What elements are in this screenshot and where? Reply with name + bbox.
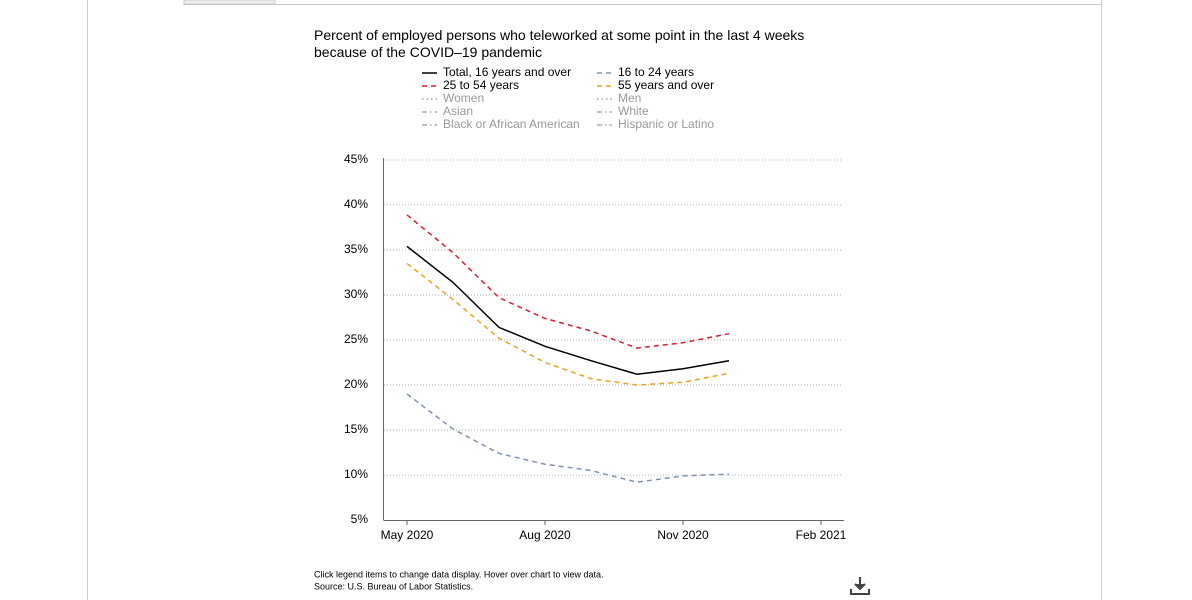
y-tick-label: 15% <box>344 422 368 436</box>
legend-label[interactable]: 25 to 54 years <box>443 78 519 92</box>
legend-label[interactable]: Black or African American <box>443 117 580 131</box>
x-tick-label: Nov 2020 <box>657 528 709 542</box>
y-tick-label: 40% <box>344 197 368 211</box>
legend-label[interactable]: Men <box>618 91 641 105</box>
legend-label[interactable]: Women <box>443 91 484 105</box>
y-tick-label: 30% <box>344 287 368 301</box>
y-tick-label: 20% <box>344 377 368 391</box>
download-icon[interactable] <box>850 577 870 595</box>
y-tick-label: 5% <box>351 512 369 526</box>
x-tick-label: Aug 2020 <box>519 528 571 542</box>
y-tick-label: 25% <box>344 332 368 346</box>
legend-label[interactable]: White <box>618 104 649 118</box>
title-line: because of the COVID–19 pandemic <box>314 44 542 60</box>
legend-label[interactable]: Asian <box>443 104 473 118</box>
chart-title: because of the COVID–19 pandemic <box>314 44 542 60</box>
chart-title: Percent of employed persons who telework… <box>314 27 804 43</box>
y-tick-label: 45% <box>344 152 368 166</box>
series-line <box>406 245 730 375</box>
x-tick-label: May 2020 <box>381 528 434 542</box>
y-tick-label: 10% <box>344 467 368 481</box>
note: Source: U.S. Bureau of Labor Statistics. <box>314 581 473 591</box>
tab[interactable] <box>183 0 276 5</box>
legend-label[interactable]: 16 to 24 years <box>618 65 694 79</box>
series-line <box>406 214 730 349</box>
series-line <box>406 393 730 483</box>
legend-label[interactable]: 55 years and over <box>618 78 714 92</box>
note: Click legend items to change data displa… <box>314 569 603 579</box>
x-tick-label: Feb 2021 <box>796 528 847 542</box>
title-line: Percent of employed persons who telework… <box>314 27 804 43</box>
y-tick-label: 35% <box>344 242 368 256</box>
legend-label[interactable]: Total, 16 years and over <box>443 65 571 79</box>
legend-label[interactable]: Hispanic or Latino <box>618 117 714 131</box>
